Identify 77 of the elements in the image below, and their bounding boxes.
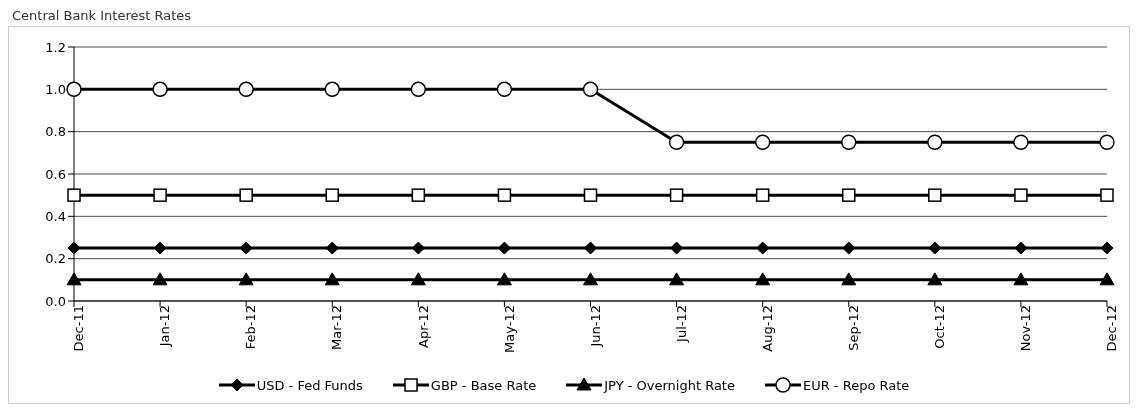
x-tick-label: Sep-12	[845, 305, 861, 351]
x-tick-label: Mar-12	[329, 305, 345, 350]
point	[238, 81, 254, 98]
point	[927, 134, 943, 150]
x-tick-label: Oct-12	[932, 305, 948, 349]
point	[842, 241, 856, 255]
point	[497, 188, 512, 202]
point	[152, 272, 168, 286]
point	[1013, 272, 1029, 286]
point	[239, 241, 253, 255]
point	[239, 188, 253, 202]
point	[1014, 241, 1028, 255]
x-tick-label: Apr-12	[415, 305, 431, 348]
legend-label: JPY - Overnight Rate	[604, 377, 735, 393]
point	[1099, 134, 1115, 150]
legend-label: USD - Fed Funds	[256, 377, 363, 393]
point	[238, 272, 254, 286]
point	[411, 188, 426, 202]
point	[411, 241, 425, 255]
point	[670, 241, 684, 255]
point	[583, 272, 598, 286]
point	[755, 188, 770, 202]
point	[324, 81, 340, 98]
legend-label: EUR - Repo Rate	[802, 377, 910, 393]
y-tick-label: 1.0	[45, 81, 66, 97]
point	[325, 241, 339, 255]
point	[669, 188, 684, 202]
point	[928, 241, 942, 255]
y-tick-label: 0.6	[45, 166, 66, 182]
y-tick-label: 0.0	[45, 293, 66, 309]
x-tick-label: Jul-12	[673, 305, 689, 343]
x-tick-label: Dec-11	[71, 305, 87, 352]
point	[928, 188, 942, 202]
point	[1099, 272, 1115, 286]
point	[841, 272, 857, 286]
point	[583, 188, 598, 202]
point	[1100, 188, 1114, 202]
chart-title: Central Bank Interest Rates	[11, 8, 193, 25]
x-tick-label: Jan-12	[157, 305, 173, 348]
y-tick-label: 0.4	[45, 208, 66, 224]
y-tick-label: 1.2	[45, 39, 66, 55]
x-tick-label: Jun-12	[587, 305, 603, 348]
point	[1013, 134, 1029, 150]
point	[496, 81, 513, 98]
point	[497, 241, 511, 255]
point	[927, 272, 943, 286]
point	[410, 272, 426, 286]
point	[410, 81, 427, 98]
point	[325, 188, 339, 202]
point	[67, 188, 81, 202]
point	[584, 241, 597, 255]
point	[1014, 188, 1028, 202]
point	[582, 81, 599, 98]
point	[66, 81, 82, 98]
point	[669, 272, 685, 286]
point	[153, 241, 167, 255]
legend-label: GBP - Base Rate	[430, 377, 537, 393]
point	[841, 134, 857, 150]
point	[756, 241, 770, 255]
point	[153, 188, 167, 202]
x-tick-label: Nov-12	[1018, 305, 1034, 352]
point	[324, 272, 340, 286]
point	[67, 241, 81, 255]
point	[668, 134, 685, 150]
y-tick-label: 0.2	[45, 251, 66, 267]
x-tick-label: Aug-12	[759, 305, 775, 352]
point	[152, 81, 168, 98]
point	[66, 272, 82, 286]
x-tick-label: Feb-12	[243, 305, 259, 350]
point	[1100, 241, 1114, 255]
point	[755, 272, 771, 286]
point	[496, 272, 512, 286]
y-tick-label: 0.8	[45, 124, 66, 140]
x-tick-label: May-12	[501, 305, 517, 353]
point	[842, 188, 856, 202]
point	[754, 134, 771, 150]
x-tick-label: Dec-12	[1104, 305, 1120, 352]
